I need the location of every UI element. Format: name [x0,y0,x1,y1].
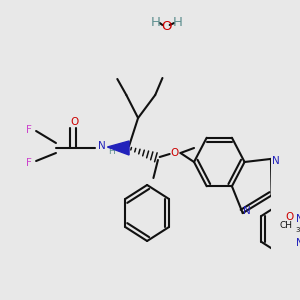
Text: N: N [272,156,279,166]
Text: O: O [161,20,171,32]
Text: O: O [170,148,178,158]
Text: O: O [70,117,78,127]
Text: F: F [26,158,32,168]
Text: H: H [150,16,160,28]
Text: H: H [173,16,183,28]
Text: N: N [296,238,300,248]
Text: CH: CH [279,221,292,230]
Text: H: H [108,148,115,157]
Text: N: N [243,206,251,216]
Text: F: F [26,125,32,135]
Text: O: O [285,212,293,222]
Polygon shape [107,141,129,155]
Text: N: N [296,214,300,224]
Text: N: N [98,141,106,151]
Text: 3: 3 [295,227,300,233]
